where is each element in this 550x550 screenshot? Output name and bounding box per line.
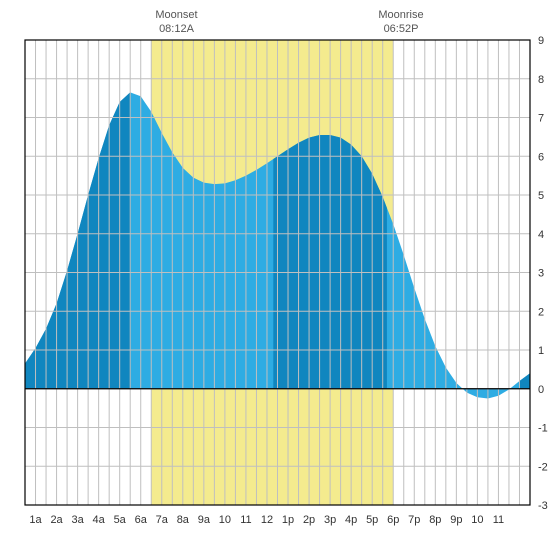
moonrise-time: 06:52P bbox=[384, 23, 419, 35]
x-tick-label: 10 bbox=[219, 514, 231, 526]
x-tick-label: 3p bbox=[324, 514, 336, 526]
x-tick-label: 11 bbox=[493, 514, 504, 526]
x-tick-label: 4a bbox=[93, 514, 106, 526]
x-tick-label: 6p bbox=[387, 514, 399, 526]
y-tick-label: 6 bbox=[538, 151, 544, 163]
x-tick-label: 7a bbox=[156, 514, 169, 526]
y-tick-label: 9 bbox=[538, 35, 544, 47]
x-tick-label: 2a bbox=[50, 514, 63, 526]
y-tick-label: 3 bbox=[538, 268, 544, 280]
x-tick-label: 9a bbox=[198, 514, 211, 526]
x-tick-label: 5p bbox=[366, 514, 378, 526]
y-tick-label: -2 bbox=[538, 461, 548, 473]
x-tick-label: 2p bbox=[303, 514, 315, 526]
x-tick-label: 10 bbox=[471, 514, 483, 526]
moonset-time: 08:12A bbox=[159, 23, 195, 35]
y-tick-label: 2 bbox=[538, 306, 544, 318]
y-tick-label: 5 bbox=[538, 190, 544, 202]
x-tick-label: 1a bbox=[29, 514, 42, 526]
x-tick-label: 5a bbox=[114, 514, 127, 526]
x-tick-label: 12 bbox=[261, 514, 273, 526]
moonrise-label: Moonrise bbox=[378, 9, 423, 21]
y-tick-label: 1 bbox=[538, 345, 544, 357]
x-tick-label: 7p bbox=[408, 514, 420, 526]
y-tick-label: 8 bbox=[538, 74, 544, 86]
x-tick-label: 1p bbox=[282, 514, 294, 526]
x-tick-label: 4p bbox=[345, 514, 357, 526]
x-tick-label: 6a bbox=[135, 514, 148, 526]
tide-chart: -3-2-101234567891a2a3a4a5a6a7a8a9a101112… bbox=[0, 0, 550, 550]
x-tick-label: 8p bbox=[429, 514, 441, 526]
moonset-label: Moonset bbox=[155, 9, 197, 21]
x-tick-label: 11 bbox=[240, 514, 251, 526]
y-tick-label: 7 bbox=[538, 113, 544, 125]
y-tick-label: 4 bbox=[538, 229, 544, 241]
y-tick-label: -3 bbox=[538, 500, 548, 512]
y-tick-label: 0 bbox=[538, 384, 544, 396]
chart-svg: -3-2-101234567891a2a3a4a5a6a7a8a9a101112… bbox=[0, 0, 550, 550]
x-tick-label: 3a bbox=[71, 514, 84, 526]
y-tick-label: -1 bbox=[538, 423, 548, 435]
x-tick-label: 8a bbox=[177, 514, 190, 526]
x-tick-label: 9p bbox=[450, 514, 462, 526]
